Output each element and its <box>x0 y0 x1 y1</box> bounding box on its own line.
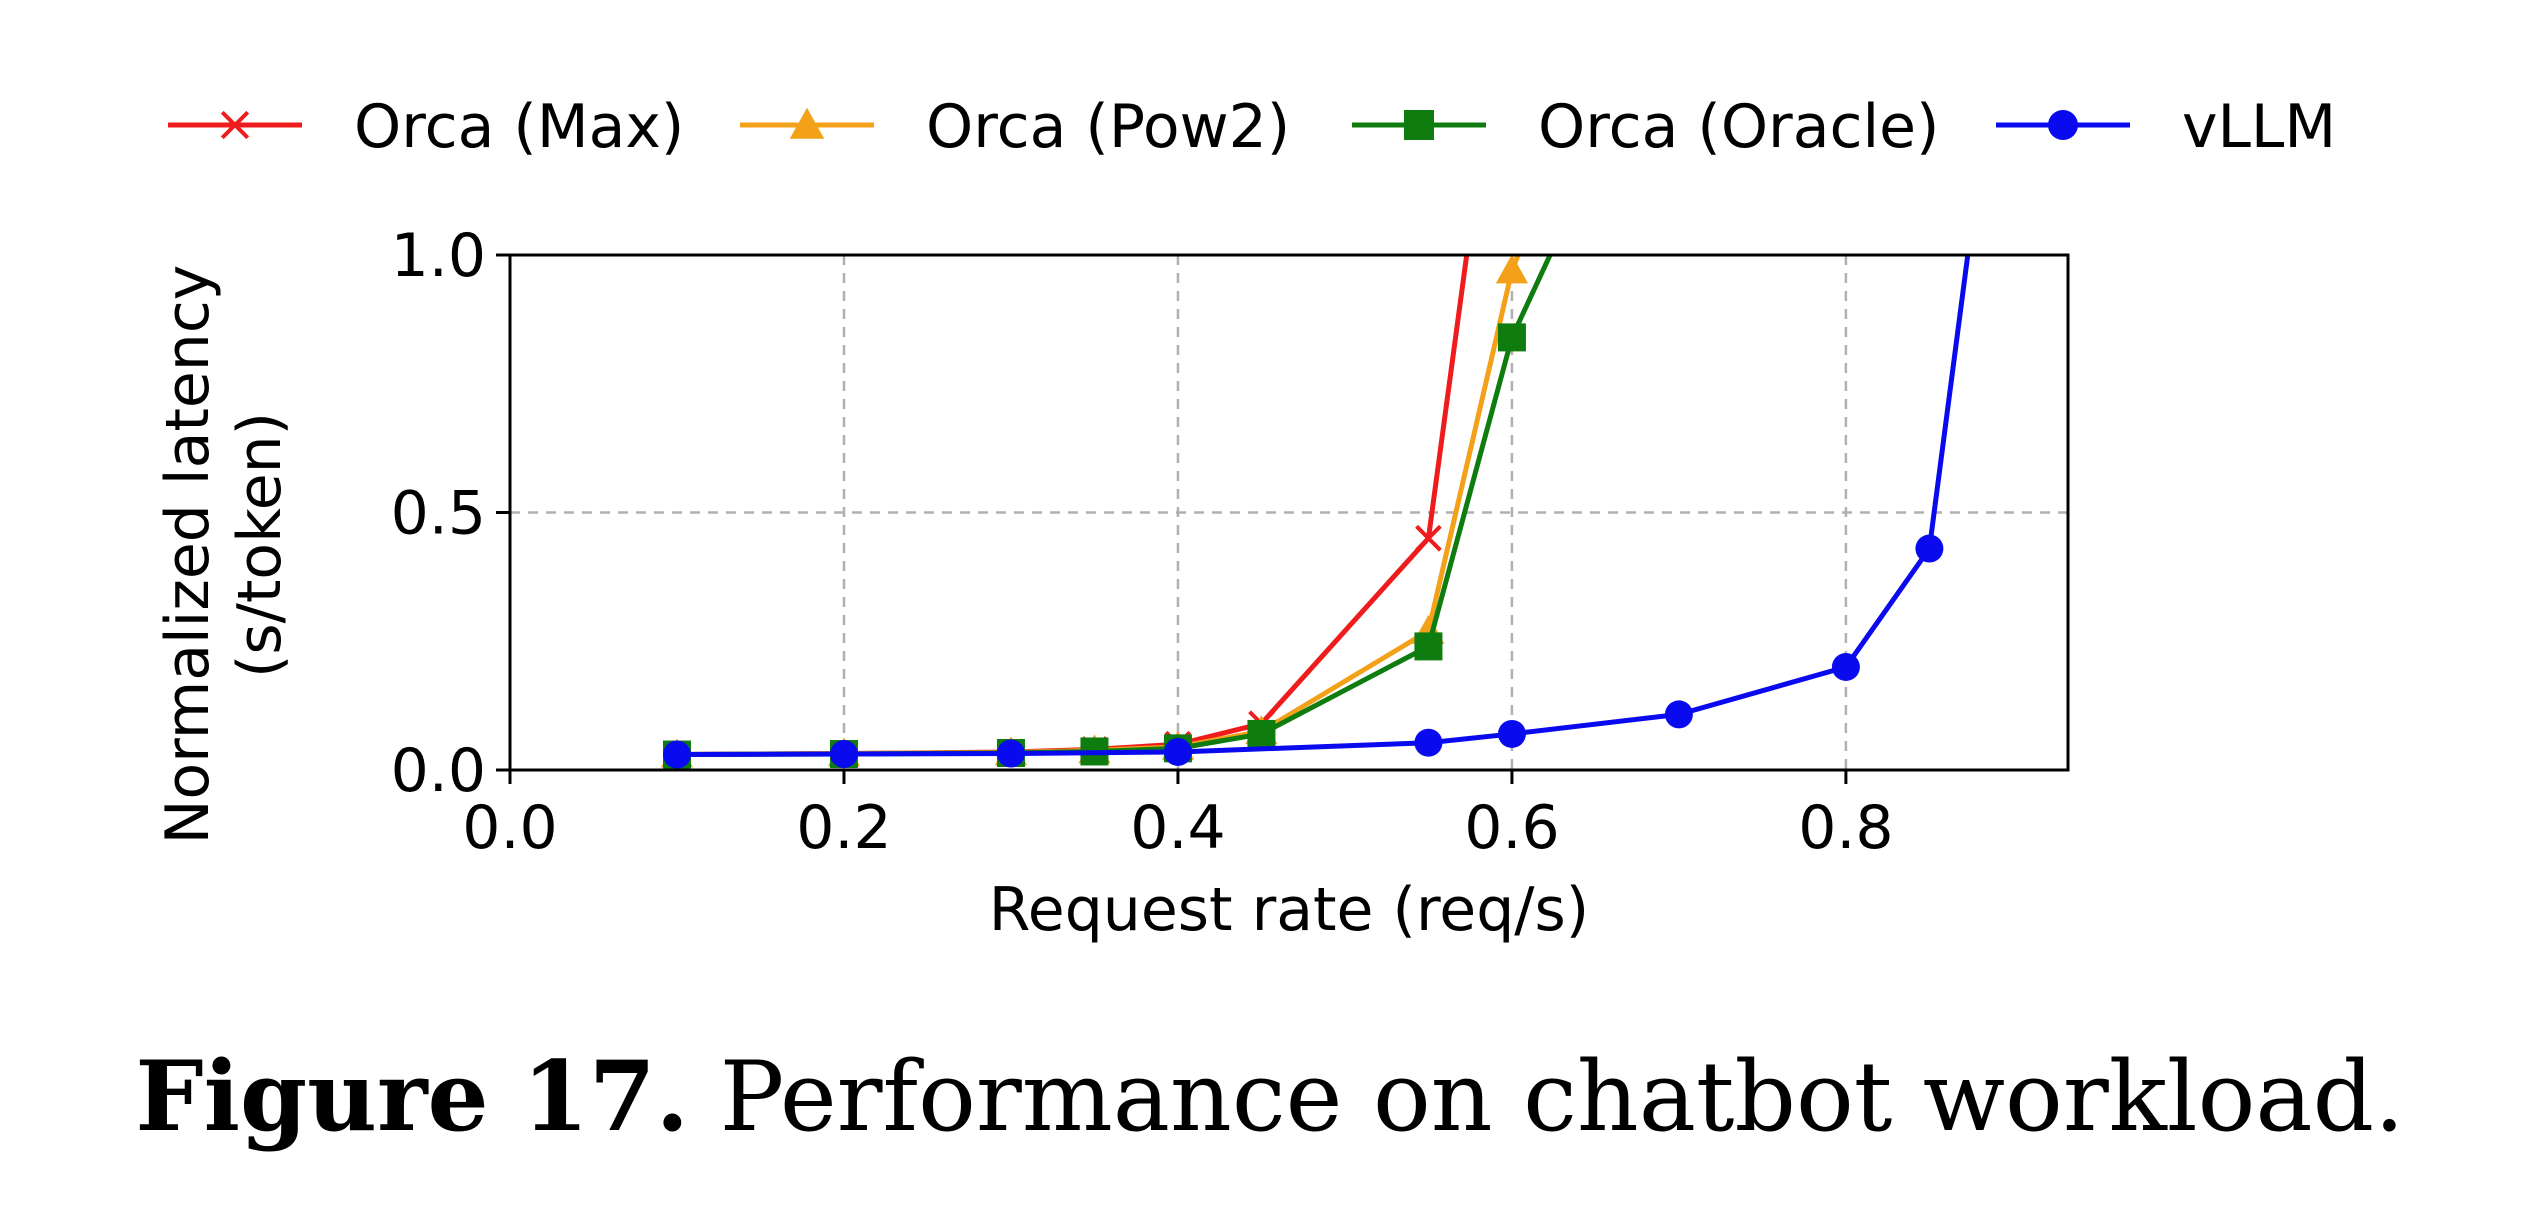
legend-item: vLLM <box>1996 92 2336 162</box>
series-line-orca-pow2 <box>676 255 1521 758</box>
legend-marker <box>2048 110 2078 140</box>
series-vllm <box>662 255 1971 769</box>
x-tick-label: 0.0 <box>462 793 557 863</box>
y-tick-label: 1.0 <box>391 221 486 291</box>
series-line-orca-oracle <box>676 255 1553 758</box>
series-orca-pow2 <box>660 255 1529 768</box>
legend-item: Orca (Max) <box>168 92 684 162</box>
x-tick-label: 0.4 <box>1130 793 1225 863</box>
data-point <box>662 740 691 769</box>
axis-ticks: 0.0 0.2 0.4 0.6 0.8 0.0 0.5 1.0 <box>391 221 1894 863</box>
y-axis-label-line-2: (s/token) <box>225 412 295 678</box>
legend-label: vLLM <box>2182 92 2336 162</box>
data-point <box>1664 700 1693 729</box>
data-point <box>1415 524 1442 552</box>
grid <box>510 255 2068 770</box>
x-tick-label: 0.6 <box>1464 793 1559 863</box>
y-tick-label: 0.5 <box>391 479 486 549</box>
data-point <box>829 740 858 769</box>
series-orca-oracle <box>662 255 1553 769</box>
data-point <box>1247 719 1276 748</box>
series-layer <box>660 255 1971 769</box>
data-point <box>996 739 1025 768</box>
legend-marker <box>1404 110 1434 140</box>
data-point <box>1414 632 1443 661</box>
legend-marker <box>789 107 825 139</box>
x-axis-label: Request rate (req/s) <box>989 875 1589 945</box>
y-axis-label: Normalized latency (s/token) <box>153 246 295 845</box>
data-point <box>1163 737 1192 766</box>
x-tick-label: 0.8 <box>1798 793 1893 863</box>
y-tick-label: 0.0 <box>391 736 486 806</box>
x-tick-label: 0.2 <box>796 793 891 863</box>
data-point <box>1497 323 1526 352</box>
legend-label: Orca (Oracle) <box>1538 92 1939 162</box>
caption-text: Performance on chatbot workload. <box>689 1041 2405 1153</box>
data-point <box>1414 728 1443 757</box>
y-axis-label-line-1: Normalized latency <box>153 265 223 845</box>
data-point <box>1497 719 1526 748</box>
legend-label: Orca (Pow2) <box>926 92 1290 162</box>
legend-marker <box>220 110 250 140</box>
figure-caption: Figure 17. Performance on chatbot worklo… <box>0 1040 2540 1153</box>
series-line-vllm <box>676 255 1971 758</box>
legend-item: Orca (Pow2) <box>740 92 1290 162</box>
legend-item: Orca (Oracle) <box>1352 92 1939 162</box>
data-point <box>1495 255 1529 284</box>
legend-label: Orca (Max) <box>354 92 684 162</box>
legend: Orca (Max) Orca (Pow2) Orca (Oracle) vLLM <box>168 92 2336 162</box>
data-point <box>1831 653 1860 681</box>
data-point <box>1915 534 1944 563</box>
caption-label: Figure 17. <box>135 1040 690 1153</box>
